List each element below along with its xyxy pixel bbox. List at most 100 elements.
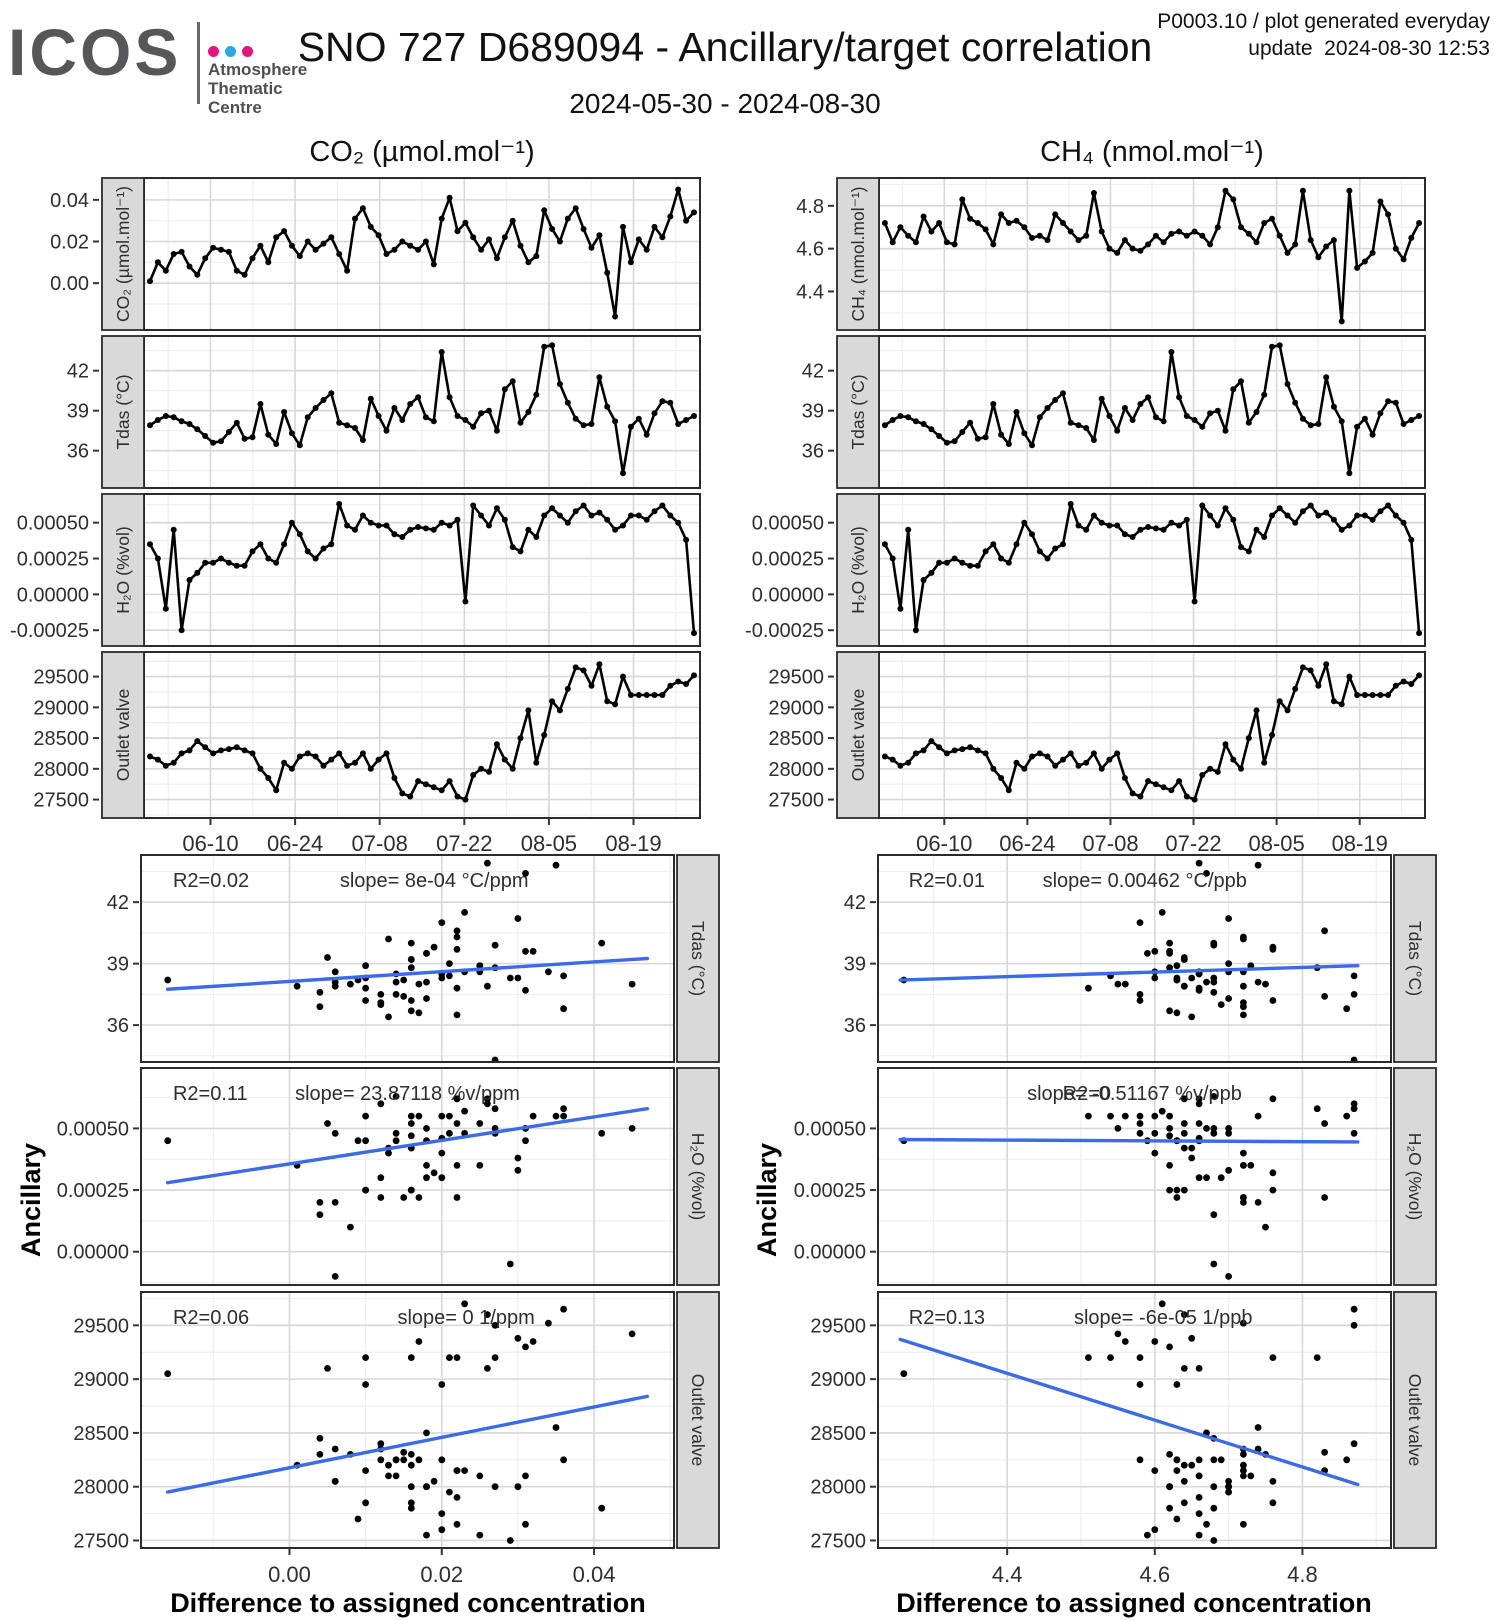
svg-text:36: 36	[67, 441, 89, 463]
regression-line	[165, 956, 650, 991]
logo-dot-icon	[225, 46, 236, 57]
data-points	[147, 661, 697, 803]
page-title: SNO 727 D689094 - Ancillary/target corre…	[297, 24, 1153, 70]
svg-text:06-24: 06-24	[999, 831, 1055, 856]
svg-text:29500: 29500	[73, 1315, 129, 1337]
ts-panel-h2o-ch4: H₂O (%vol) -0.00025 0.00000 0.00025 0.00050	[745, 493, 1426, 647]
svg-text:0.02: 0.02	[420, 1562, 463, 1587]
svg-text:39: 39	[844, 954, 866, 976]
svg-text:4.6: 4.6	[1140, 1562, 1171, 1587]
data-points	[881, 661, 1423, 803]
svg-text:28000: 28000	[768, 759, 824, 781]
scatter-points	[164, 1300, 636, 1544]
svg-text:27500: 27500	[73, 1530, 129, 1552]
svg-text:42: 42	[844, 892, 866, 914]
svg-text:4.8: 4.8	[1287, 1562, 1318, 1587]
y-axis-label-ancillary-right: Ancillary	[752, 1142, 782, 1258]
svg-text:07-22: 07-22	[436, 831, 492, 856]
r2-annotation: R2=0.06	[173, 1307, 249, 1329]
column-title-co2: CO₂ (µmol.mol⁻¹)	[309, 136, 535, 168]
svg-text:28000: 28000	[33, 759, 89, 781]
svg-text:Outlet valve: Outlet valve	[1405, 1374, 1425, 1466]
logo-dots-icon	[208, 46, 253, 57]
series-line-ch4	[883, 189, 1421, 323]
svg-text:0.00025: 0.00025	[752, 549, 824, 571]
svg-text:0.00025: 0.00025	[17, 549, 89, 571]
ts-panel-co2-co2: CO₂ (µmol.mol⁻¹) 0.00 0.02 0.04	[50, 177, 701, 331]
svg-text:0.00050: 0.00050	[17, 513, 89, 535]
plot-info: P0003.10 / plot generated everyday update…	[1157, 8, 1490, 62]
svg-text:28000: 28000	[73, 1477, 129, 1499]
series-line-h2o	[883, 502, 1421, 634]
regression-line	[165, 1394, 650, 1494]
data-points	[881, 187, 1423, 325]
svg-text:Outlet valve: Outlet valve	[113, 689, 133, 781]
svg-text:36: 36	[844, 1015, 866, 1037]
svg-text:Tdas (°C): Tdas (°C)	[688, 921, 708, 996]
series-line-tdas	[149, 343, 695, 475]
ts-panel-outlet-ch4: Outlet valve 27500 28000 28500 29000 29500 06-…	[768, 651, 1426, 856]
column-title-ch4: CH₄ (nmol.mol⁻¹)	[1040, 136, 1264, 168]
svg-text:27500: 27500	[810, 1530, 866, 1552]
svg-text:42: 42	[107, 892, 129, 914]
plot-info-line2: update 2024-08-30 12:53	[1248, 37, 1490, 60]
slope-annotation: slope= 23.87118 %v/ppm	[295, 1083, 520, 1105]
svg-text:07-08: 07-08	[352, 831, 408, 856]
svg-text:CH₄ (nmol.mol⁻¹): CH₄ (nmol.mol⁻¹)	[848, 187, 868, 322]
ts-panel-ch4-ch4: CH₄ (nmol.mol⁻¹) 4.4 4.6 4.8	[796, 177, 1426, 331]
svg-text:36: 36	[802, 441, 824, 463]
r2-annotation: R2=0.13	[909, 1307, 985, 1329]
logo-dot-icon	[242, 46, 253, 57]
plot-info-line1: P0003.10 / plot generated everyday	[1157, 10, 1490, 33]
slope-annotation: slope= 8e-04 °C/ppm	[340, 870, 529, 892]
svg-text:28000: 28000	[810, 1477, 866, 1499]
svg-text:0.00025: 0.00025	[794, 1180, 866, 1202]
slope-annotation: slope= 0 1/ppm	[397, 1307, 534, 1329]
series-line-outlet	[149, 662, 695, 801]
svg-text:07-08: 07-08	[1082, 831, 1138, 856]
svg-text:0.00: 0.00	[50, 273, 89, 295]
r2-annotation: R2=0	[1063, 1083, 1111, 1105]
scatter-panel-h2o-vs-co2: R2=0.11 slope= 23.87118 %v/ppm H₂O (%vol) 0…	[57, 1067, 720, 1286]
svg-text:06-10: 06-10	[182, 831, 238, 856]
svg-text:06-10: 06-10	[916, 831, 972, 856]
scatter-points	[900, 1300, 1358, 1544]
svg-text:0.00000: 0.00000	[794, 1242, 866, 1264]
svg-text:08-05: 08-05	[1248, 831, 1304, 856]
svg-text:29000: 29000	[33, 697, 89, 719]
svg-text:0.04: 0.04	[50, 190, 89, 212]
svg-text:28500: 28500	[33, 728, 89, 750]
svg-text:4.8: 4.8	[796, 196, 824, 218]
r2-annotation: R2=0.01	[909, 870, 985, 892]
date-range-subtitle: 2024-05-30 - 2024-08-30	[569, 88, 881, 119]
logo-dot-icon	[208, 46, 219, 57]
logo-subtitle-line: Centre	[208, 98, 262, 117]
svg-text:H₂O (%vol): H₂O (%vol)	[688, 1133, 708, 1221]
series-line-tdas	[884, 343, 1420, 475]
logo-subtitle: Atmosphere Thematic Centre	[208, 60, 307, 117]
svg-text:0.04: 0.04	[573, 1562, 616, 1587]
svg-text:Tdas (°C): Tdas (°C)	[1405, 921, 1425, 996]
svg-text:27500: 27500	[33, 790, 89, 812]
svg-text:0.00050: 0.00050	[752, 513, 824, 535]
svg-text:39: 39	[107, 954, 129, 976]
regression-line	[898, 1137, 1360, 1144]
scatter-panel-outlet-vs-co2: R2=0.06 slope= 0 1/ppm Outlet valve 27500 28…	[73, 1291, 720, 1587]
svg-text:H₂O (%vol): H₂O (%vol)	[848, 526, 868, 614]
svg-text:0.00050: 0.00050	[57, 1118, 129, 1140]
svg-text:29000: 29000	[810, 1369, 866, 1391]
slope-annotation: slope= -6e-05 1/ppb	[1074, 1307, 1252, 1329]
svg-text:0.02: 0.02	[50, 232, 89, 254]
data-points	[147, 501, 697, 637]
x-axis-label-right: Difference to assigned concentration	[896, 1588, 1372, 1618]
svg-text:4.4: 4.4	[796, 281, 824, 303]
svg-text:29000: 29000	[768, 697, 824, 719]
logo-subtitle-line: Atmosphere	[208, 60, 308, 79]
svg-text:08-05: 08-05	[521, 831, 577, 856]
svg-text:Outlet valve: Outlet valve	[688, 1374, 708, 1466]
series-line-outlet	[884, 662, 1421, 801]
svg-text:0.00050: 0.00050	[794, 1118, 866, 1140]
data-points	[881, 501, 1423, 637]
series-line-h2o	[148, 502, 696, 634]
